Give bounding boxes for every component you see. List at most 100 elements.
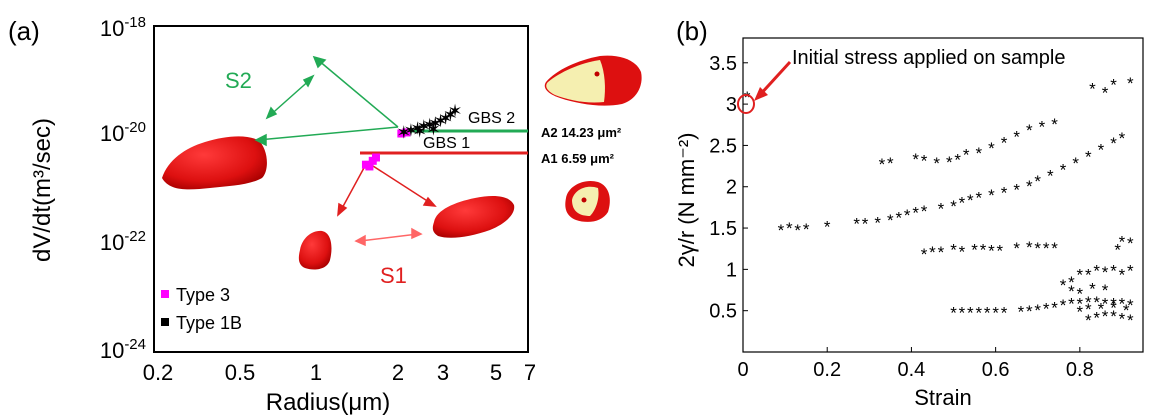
panel-b-point: * [954,151,961,170]
type1b-point: ✶ [396,122,411,142]
panel-b-point: * [1026,121,1033,140]
panel-a-plot-frame [153,25,529,353]
panel-b-point: * [1119,129,1126,148]
panel-b-series: ** * * * * * * * * * * * * * * * * * * * * * * * * * * * * ** * * * * * * * *… [744,74,1134,330]
panel-b-point: * [1123,301,1130,320]
panel-b-point: * [975,144,982,163]
panel-b-point: * [1077,285,1084,304]
panel-b-point: * [1119,309,1126,328]
panel-b-point: * [1047,166,1054,185]
panel-b-point: * [1085,266,1092,285]
panel-b-point: * [1013,239,1020,258]
panel-b-point: * [1001,184,1008,203]
type3-point [371,153,380,162]
panel-b-y-tick-label: 2.5 [709,135,737,157]
panel-b-point: * [1060,161,1067,180]
panel-b-point: * [1034,301,1041,320]
panel-b-point: * [988,242,995,261]
panel-b-y-tick-label: 3 [726,94,737,116]
panel-b-point: * [1089,280,1096,299]
panel-b-point: * [1102,263,1109,282]
panel-a: (a) 10-18 10-20 10-22 10-24 0.2 0.5 1 2 … [8,14,642,416]
panel-b-point: * [912,204,919,223]
type3-series [361,128,411,171]
a2-label: A2 14.23 μm² [541,125,622,140]
panel-b-point: * [971,241,978,260]
panel-b-point: * [1102,294,1109,313]
type1b-point: ✶ [426,119,441,139]
panel-b-point: * [1051,115,1058,134]
panel-b-point: * [1089,80,1096,99]
panel-b-y-tick-label: 2 [726,177,737,199]
panel-b-point: * [1034,172,1041,191]
panel-b-point: * [1077,294,1084,313]
panel-b-point: * [1110,299,1117,318]
panel-b-x-tick-label: 0.8 [1066,359,1094,381]
panel-b-point: * [1068,294,1075,313]
panel-a-x-tick-label: 0.5 [225,360,256,385]
panel-b-point: * [1127,234,1134,253]
panel-b-point: * [1026,238,1033,257]
panel-b-point: * [1013,180,1020,199]
grain-small-image [298,230,332,270]
legend-label-type3: Type 3 [176,285,230,305]
panel-b-point: * [1110,75,1117,94]
panel-a-y-axis-title: dV/dt(m³/sec) [29,118,56,262]
panel-b-plot-frame [742,37,1144,353]
panel-b-point: * [921,245,928,264]
panel-b-point: * [1110,307,1117,326]
panel-b-point: * [921,151,928,170]
panel-b-point: * [1085,300,1092,319]
type1b-point: ✶ [448,101,463,121]
panel-b-point: * [1051,299,1058,318]
panel-b-point: * [938,243,945,262]
panel-b-point: * [912,150,919,169]
type1b-point: ✶ [403,120,418,140]
panel-b-point: * [988,139,995,158]
panel-b-point: * [1077,303,1084,322]
type1b-point: ✶ [410,118,425,138]
panel-b-point: * [1085,311,1092,330]
panel-b-point: * [1034,239,1041,258]
panel-b-point: * [1068,273,1075,292]
panel-b-point: * [778,221,785,240]
panel-b-point: * [1060,296,1067,315]
type1b-point: ✶ [428,114,443,134]
panel-a-x-tick-label: 2 [392,360,404,385]
panel-b-point: * [967,191,974,210]
panel-b-point: * [794,221,801,240]
grain-cross-section-top-image [544,55,642,106]
panel-b-point: * [887,154,894,173]
panel-a-label: (a) [8,16,40,46]
type1b-point: ✶ [438,108,453,128]
s2-label: S2 [225,68,252,93]
panel-b-point: * [1127,261,1134,280]
panel-a-x-tick-label: 1 [310,360,322,385]
grain-large-left-image [162,136,267,190]
panel-b-point: * [1098,141,1105,160]
gbs1-label: GBS 1 [423,135,470,152]
panel-b-point: * [963,146,970,165]
panel-a-x-tick-labels: 0.2 0.5 1 2 3 5 7 [143,360,536,385]
panel-b-point: * [950,304,957,323]
panel-b-point: * [879,155,886,174]
panel-b-point: * [980,241,987,260]
panel-b-point: * [1119,266,1126,285]
grain-cross-section-bottom-image [565,180,610,222]
panel-a-x-tick-label: 3 [437,360,449,385]
panel-b-point: * [1051,239,1058,258]
panel-a-x-axis-title: Radius(μm) [266,389,391,416]
panel-b-x-tick-label: 0 [737,359,748,381]
panel-b-y-tick-label: 1.5 [709,218,737,240]
legend-swatch-type3 [161,290,169,298]
panel-b-point: * [938,199,945,218]
panel-b-x-ticks: 0 0.2 0.4 0.6 0.8 [737,347,1094,381]
a1-label: A1 6.59 μm² [541,151,615,166]
panel-a-y-tick-label: 10-20 [100,119,146,146]
panel-b-point: * [803,220,810,239]
grain-right-image [432,196,515,238]
panel-b-y-ticks: 0.5 1 1.5 2 2.5 3 3.5 [709,53,748,323]
panel-a-y-tick-label: 10-22 [100,228,146,255]
panel-b-point: * [1072,154,1079,173]
type3-point [397,129,406,138]
